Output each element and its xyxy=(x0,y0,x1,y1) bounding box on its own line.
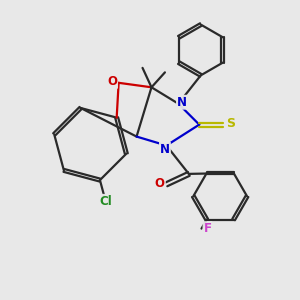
Text: N: N xyxy=(177,96,187,109)
Text: F: F xyxy=(203,222,211,235)
Text: Cl: Cl xyxy=(99,195,112,208)
Text: O: O xyxy=(155,177,165,190)
Text: N: N xyxy=(160,142,170,156)
Text: S: S xyxy=(226,117,235,130)
Text: O: O xyxy=(107,75,117,88)
